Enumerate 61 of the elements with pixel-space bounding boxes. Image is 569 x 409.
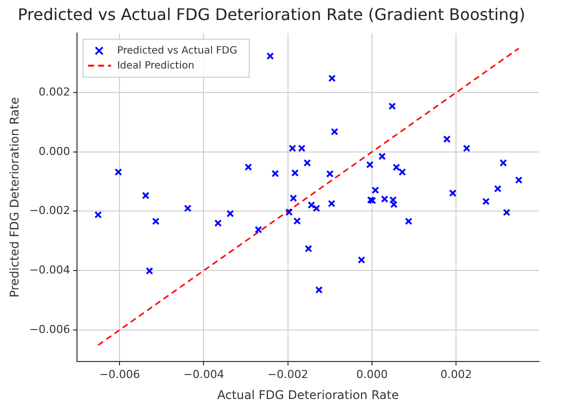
y-tick-label: 0.002 [38,85,70,98]
point [146,267,154,275]
y-tick-label: −0.004 [29,263,70,276]
y-axis-title: Predicted FDG Deterioration Rate [7,97,22,298]
point [290,194,298,202]
point [288,144,296,152]
point [404,218,412,226]
x-tick-label: −0.006 [99,368,140,381]
point [226,210,234,218]
y-tick-label: 0.000 [38,144,70,158]
point [515,176,523,184]
chart-title: Predicted vs Actual FDG Deterioration Rate (Gradient Boosting) [18,4,526,24]
point [328,200,336,208]
legend-label: Ideal Prediction [117,60,194,72]
point [500,159,507,167]
point [443,135,451,143]
point [494,184,502,192]
point [372,186,380,194]
point [366,160,374,168]
x-tick-label: −0.002 [268,368,308,381]
point [142,192,150,200]
point [358,256,366,264]
y-tick-label: −0.006 [29,322,70,336]
point [312,204,320,212]
point [326,170,334,178]
point [298,144,306,152]
point [367,196,374,204]
point [94,211,102,219]
point [368,196,376,204]
point [272,170,279,178]
point [114,168,122,176]
point [388,102,396,110]
point [303,159,311,167]
point [392,164,400,172]
point [244,163,252,171]
point [502,208,510,216]
point [398,168,406,176]
point [330,128,338,136]
point [380,195,388,203]
x-tick-label: 0.002 [440,368,472,381]
point [291,169,299,177]
x-tick-label: 0.000 [356,368,388,381]
y-tick-label: −0.002 [29,204,70,218]
point [266,52,274,60]
point [315,286,323,294]
point [304,244,312,252]
point [328,74,336,82]
point [293,217,301,225]
point [482,198,490,206]
legend-label: Predicted vs Actual FDG [117,45,238,56]
x-tick-label: −0.004 [183,368,224,381]
point [308,201,316,209]
point [449,189,456,197]
point [462,144,470,152]
point [285,208,293,216]
x-axis-title: Actual FDG Deterioration Rate [217,388,399,402]
point [254,226,262,234]
point [184,204,192,212]
point [214,219,222,227]
point [378,152,386,160]
point [152,218,160,226]
